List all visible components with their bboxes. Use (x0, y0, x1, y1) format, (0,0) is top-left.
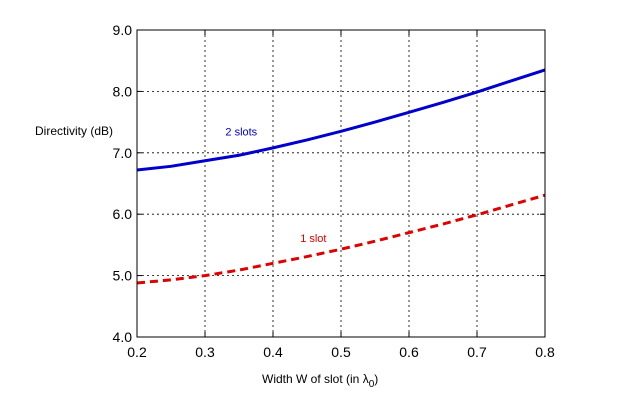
y-tick-label: 4.0 (113, 329, 133, 345)
y-tick-label: 7.0 (113, 145, 133, 161)
y-tick-label: 6.0 (113, 206, 133, 222)
x-tick-label: 0.2 (127, 344, 147, 360)
annotations: 2 slots 1 slot (225, 127, 326, 245)
x-axis-label-suffix: ) (374, 372, 378, 386)
x-tick-label: 0.7 (467, 344, 487, 360)
x-tick-label: 0.5 (331, 344, 351, 360)
y-axis-label: Directivity (dB) (35, 124, 113, 138)
series-line-1-slot (136, 193, 546, 285)
grid-lines (137, 30, 545, 337)
y-tick-label: 8.0 (113, 83, 133, 99)
x-axis-label: Width W of slot (in λ0) (262, 372, 378, 390)
series-annotation: 2 slots (225, 127, 257, 139)
x-axis-label-main: Width W of slot (in λ (262, 372, 369, 386)
x-axis-label-subscript: 0 (369, 379, 375, 390)
series-group (136, 68, 546, 285)
tick-marks (136, 29, 546, 338)
x-tick-label: 0.6 (399, 344, 419, 360)
x-tick-label: 0.8 (535, 344, 555, 360)
y-tick-label: 9.0 (113, 22, 133, 38)
tick-labels: 0.2 0.3 0.4 0.5 0.6 0.7 0.8 4.0 5.0 6.0 7.0 8.0 9.0 (113, 22, 555, 360)
series-annotation: 1 slot (300, 233, 326, 245)
y-tick-label: 5.0 (113, 268, 133, 284)
x-tick-label: 0.3 (195, 344, 215, 360)
x-tick-label: 0.4 (263, 344, 283, 360)
series-line-2-slots (136, 68, 546, 172)
